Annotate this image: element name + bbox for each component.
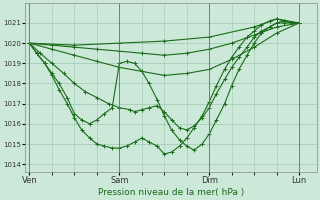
X-axis label: Pression niveau de la mer( hPa ): Pression niveau de la mer( hPa )	[98, 188, 244, 197]
